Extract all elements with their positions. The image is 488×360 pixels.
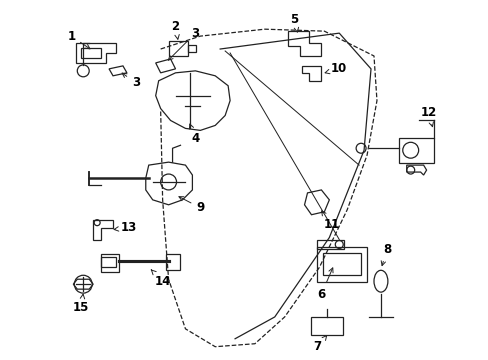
Bar [165, 255, 180, 270]
Text: 3: 3 [122, 73, 140, 89]
Text: 15: 15 [73, 294, 89, 314]
Text: 6: 6 [317, 268, 332, 301]
Text: 9: 9 [179, 197, 204, 214]
Bar [317, 247, 366, 282]
Text: 2: 2 [171, 20, 179, 39]
Text: 14: 14 [151, 270, 170, 288]
Bar [101, 255, 119, 272]
Text: 12: 12 [420, 106, 436, 127]
Text: 1: 1 [67, 30, 90, 49]
Text: 10: 10 [325, 62, 346, 75]
Bar [311, 317, 343, 335]
Text: 13: 13 [114, 221, 137, 234]
Bar [398, 138, 433, 163]
Text: 8: 8 [381, 243, 390, 266]
Text: 3: 3 [168, 27, 199, 60]
Text: 11: 11 [321, 211, 339, 231]
Bar [323, 253, 360, 275]
Text: 5: 5 [290, 13, 298, 32]
Text: 7: 7 [313, 336, 326, 353]
Text: 4: 4 [189, 124, 199, 145]
